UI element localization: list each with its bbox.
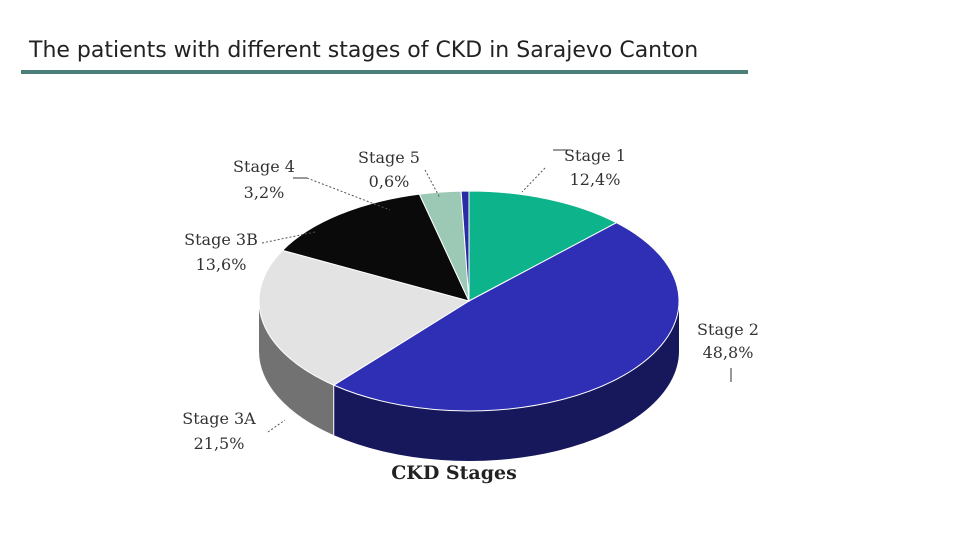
chart-title: CKD Stages — [391, 462, 517, 484]
pie-slice-stage-3a — [258, 249, 471, 386]
pie-side-walls — [259, 301, 679, 461]
pie-slice-stage-5 — [460, 190, 470, 302]
slice-labels: Stage 1 12,4% Stage 2 48,8% Stage 3A 21,5% Sta… — [182, 146, 759, 453]
leader-line-stage-5 — [424, 169, 441, 199]
label-name-stage-3b: Stage 3B — [184, 230, 258, 249]
leader-line-stage-1 — [521, 167, 546, 193]
label-value-stage-3a: 21,5% — [194, 434, 245, 453]
label-name-stage-1: Stage 1 — [564, 146, 626, 165]
pie-slice-stage-3b — [281, 193, 470, 302]
leader-line-stage-3a — [267, 419, 286, 433]
label-value-stage-4: 3,2% — [244, 183, 285, 202]
leader-lines — [261, 149, 732, 433]
label-value-stage-1: 12,4% — [570, 170, 621, 189]
leader-line-stage-3b — [261, 231, 316, 244]
label-value-stage-3b: 13,6% — [196, 255, 247, 274]
label-name-stage-2: Stage 2 — [697, 320, 759, 339]
pie-slice-stage-2 — [332, 222, 680, 412]
label-value-stage-5: 0,6% — [369, 172, 410, 191]
pie-side-stage-3a — [259, 301, 334, 436]
pie-slice-stage-1 — [468, 190, 618, 302]
label-name-stage-5: Stage 5 — [358, 148, 420, 167]
title-divider — [21, 70, 748, 74]
label-name-stage-3a: Stage 3A — [182, 409, 256, 428]
label-value-stage-2: 48,8% — [703, 343, 754, 362]
pie-side-stage-2 — [333, 301, 679, 461]
leader-line-stage-4 — [306, 177, 391, 211]
pie-top-faces — [258, 190, 680, 412]
label-name-stage-4: Stage 4 — [233, 157, 295, 176]
slide-title: The patients with different stages of CK… — [29, 38, 699, 63]
